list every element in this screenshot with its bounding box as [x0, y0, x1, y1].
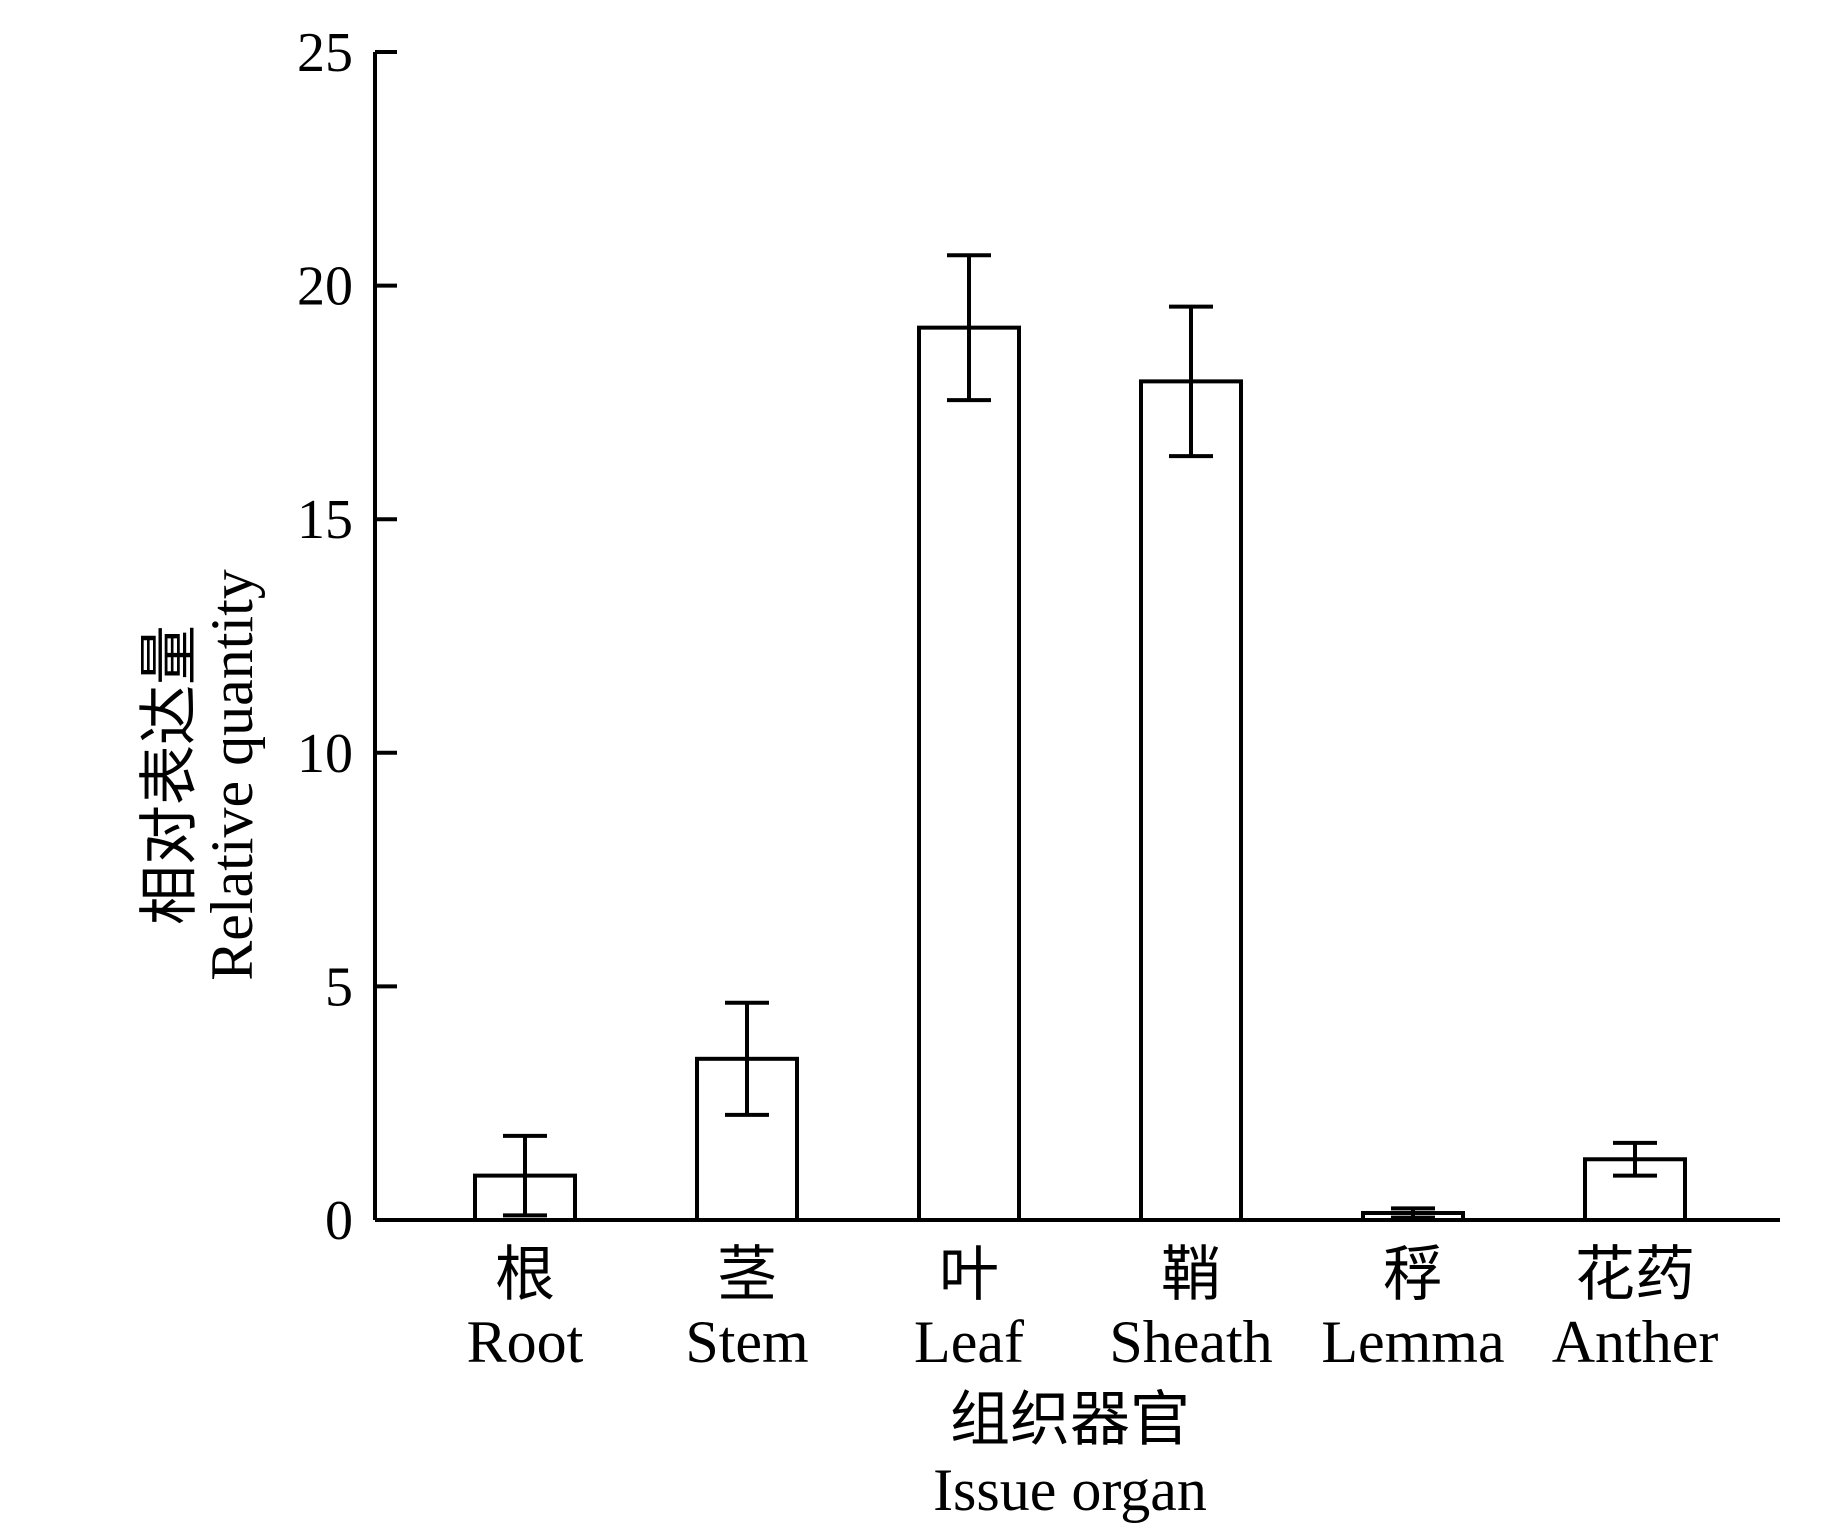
x-axis-title: 组织器官 Issue organ [933, 1387, 1207, 1523]
x-tick-label-zh: 稃 [1383, 1242, 1443, 1308]
x-tick-label-en: Sheath [1109, 1309, 1272, 1375]
x-tick-label-en: Stem [685, 1309, 808, 1375]
x-tick-label-zh: 花药 [1575, 1242, 1695, 1308]
x-axis-title-zh: 组织器官 [950, 1387, 1190, 1453]
bar-sheath [1139, 379, 1243, 1223]
x-tick-label-zh: 茎 [717, 1242, 777, 1308]
y-tick-label: 5 [325, 956, 353, 1018]
axes [373, 52, 1780, 1222]
y-tick-label: 20 [297, 256, 353, 318]
bars [473, 325, 1687, 1223]
y-tick-label: 25 [297, 22, 353, 84]
x-axis-title-en: Issue organ [933, 1457, 1207, 1523]
bar-leaf [917, 325, 1021, 1222]
y-axis-title-en: Relative quantity [199, 569, 265, 981]
x-tick-label-zh: 根 [495, 1242, 555, 1308]
x-tick-label-en: Anther [1552, 1309, 1719, 1375]
x-tick-label-zh: 叶 [939, 1242, 999, 1308]
error-bars [503, 253, 1657, 1220]
y-tick-label: 0 [325, 1190, 353, 1252]
y-axis-title: 相对表达量 Relative quantity [137, 569, 265, 981]
y-ticks: 0 5 10 15 20 25 [297, 22, 397, 1252]
y-tick-label: 10 [297, 723, 353, 785]
x-tick-label-en: Lemma [1321, 1309, 1504, 1375]
y-tick-label: 15 [297, 489, 353, 551]
x-tick-label-en: Leaf [914, 1309, 1024, 1375]
x-tick-label-zh: 鞘 [1161, 1242, 1221, 1308]
x-tick-label-en: Root [467, 1309, 584, 1375]
y-axis-title-zh: 相对表达量 [137, 625, 203, 925]
